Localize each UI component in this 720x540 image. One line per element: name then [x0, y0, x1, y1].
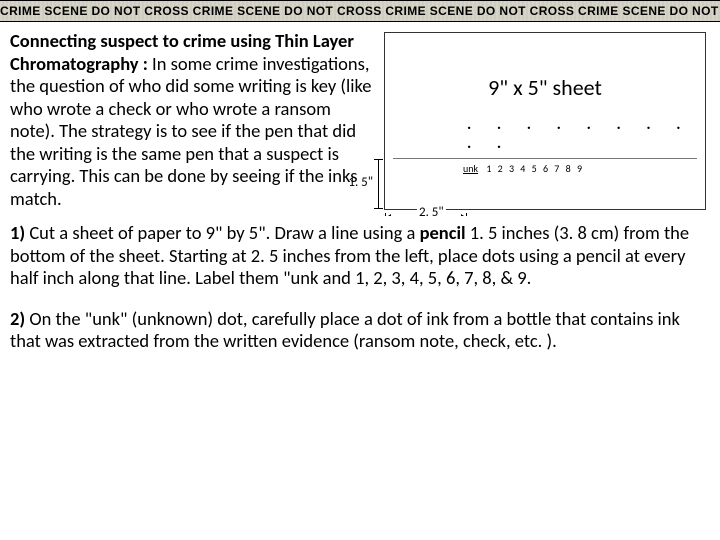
- content-area: 9" x 5" sheet . . . . . . . . . . unk 1 …: [0, 22, 720, 353]
- step1-num: 1): [10, 221, 25, 244]
- dot-labels: unk 1 2 3 4 5 6 7 8 9: [463, 163, 583, 175]
- intro-body: In some crime investigations, the questi…: [10, 52, 372, 210]
- v-measure-label: 1. 5": [348, 175, 373, 191]
- horizontal-measure: 2. 5": [385, 209, 467, 216]
- step2-text: On the "unk" (unknown) dot, carefully pl…: [10, 307, 680, 353]
- step1-a: Cut a sheet of paper to 9" by 5". Draw a…: [25, 221, 419, 244]
- h-measure-label: 2. 5": [417, 205, 446, 216]
- step1-pencil: pencil: [420, 221, 466, 244]
- step-1: 1) Cut a sheet of paper to 9" by 5". Dra…: [10, 222, 708, 290]
- crime-scene-tape: CRIME SCENE DO NOT CROSS CRIME SCENE DO …: [0, 0, 720, 22]
- tape-text: CRIME SCENE DO NOT CROSS CRIME SCENE DO …: [0, 4, 720, 18]
- sheet-size-label: 9" x 5" sheet: [385, 75, 705, 102]
- step-2: 2) On the "unk" (unknown) dot, carefully…: [10, 308, 708, 353]
- baseline: [393, 158, 697, 159]
- step2-num: 2): [10, 307, 25, 330]
- vertical-measure: 1. 5": [341, 159, 386, 209]
- label-nums: 1 2 3 4 5 6 7 8 9: [481, 162, 583, 175]
- sheet-diagram: 9" x 5" sheet . . . . . . . . . . unk 1 …: [384, 32, 706, 210]
- label-unk: unk: [463, 162, 478, 175]
- dots-row: . . . . . . . . . .: [467, 115, 705, 154]
